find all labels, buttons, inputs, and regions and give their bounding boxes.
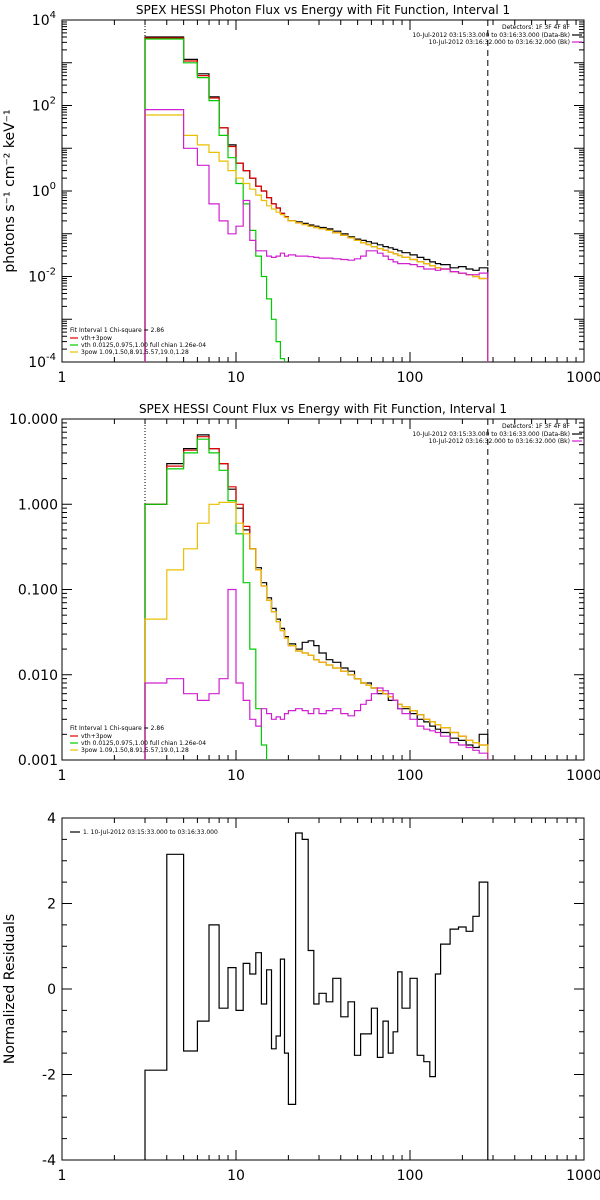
legend-entry: 10-Jul-2012 03:15:33.000 to 03:16:33.000… [412, 32, 570, 39]
legend-fit-header: Fit Interval 1 Chi-square = 2.86 [70, 725, 164, 732]
legend-bottom-left: Fit Interval 1 Chi-square = 2.86vth+3pow… [70, 327, 206, 356]
legend-fit-header: Fit Interval 1 Chi-square = 2.86 [70, 327, 164, 334]
y-tick-label: 4 [47, 811, 56, 827]
y-tick-label: 0.100 [18, 583, 58, 599]
legend-entry: 10-Jul-2012 03:16:32.000 to 03:16:32.000… [429, 438, 570, 445]
legend-entry: 10-Jul-2012 03:15:33.000 to 03:16:33.000… [412, 431, 570, 438]
series-bk [144, 109, 489, 362]
y-tick-label: 0 [47, 982, 56, 998]
y-tick-label: 10-4 [28, 352, 56, 371]
legend-entry: vth 0.0125,0.975,1.00 full chian 1.26e-0… [81, 740, 206, 747]
legend-entry: 3pow 1.09,1.50,8.91,5.57,19.0,1.28 [81, 349, 189, 356]
y-tick-label: 10.000 [9, 412, 58, 428]
chart-title: SPEX HESSI Count Flux vs Energy with Fit… [139, 402, 507, 416]
x-tick-label: 1000 [566, 370, 600, 386]
x-tick-label: 1000 [566, 1168, 600, 1184]
y-tick-label: -4 [42, 1153, 56, 1169]
x-tick-label: 10 [227, 768, 245, 784]
series-group [144, 832, 489, 1160]
normalized-residuals-plot: 1 10 100 1000 -4 -2 0 2 4 Normalized Residuals 1. … [2, 811, 600, 1184]
y-tick-label: 104 [32, 10, 56, 29]
legend-entry: 3pow 1.09,1.50,8.91,5.57,19.0,1.28 [81, 747, 189, 754]
legend-bottom-left: Fit Interval 1 Chi-square = 2.86vth+3pow… [70, 725, 206, 754]
y-tick-label: 100 [32, 181, 56, 200]
x-tick-label: 1 [58, 370, 67, 386]
series-group [144, 434, 489, 760]
y-axis-label: Normalized Residuals [2, 914, 18, 1064]
x-tick-label: 10 [227, 1168, 245, 1184]
count-flux-plot: SPEX HESSI Count Flux vs Energy with Fit… [9, 402, 600, 784]
legend-entry: 10-Jul-2012 03:16:32.000 to 03:16:32.000… [429, 39, 570, 46]
x-tick-label: 1 [58, 768, 67, 784]
x-tick-label: 100 [397, 768, 424, 784]
y-tick-label: -2 [42, 1068, 56, 1084]
series-group [144, 36, 489, 362]
series-3pow [144, 501, 489, 760]
series-residuals [144, 832, 489, 1160]
x-tick-label: 100 [397, 1168, 424, 1184]
x-tick-label: 1000 [566, 768, 600, 784]
x-tick-label: 1 [58, 1168, 67, 1184]
y-tick-label: 102 [32, 96, 56, 115]
legend-entry: vth 0.0125,0.975,1.00 full chian 1.26e-0… [81, 342, 206, 349]
photon-flux-plot: SPEX HESSI Photon Flux vs Energy with Fi… [2, 3, 600, 386]
legend-entry: 1. 10-Jul-2012 03:15:33.000 to 03:16:33.… [83, 829, 218, 836]
y-tick-label: 1.000 [18, 497, 58, 513]
series-data-bk [144, 434, 489, 760]
legend-detectors: Detectors: 1F 3F 4F 8F [502, 24, 571, 31]
y-tick-label: 10-2 [28, 267, 56, 286]
y-tick-label: 0.010 [18, 668, 58, 684]
y-tick-label: 0.001 [18, 753, 58, 769]
chart-title: SPEX HESSI Photon Flux vs Energy with Fi… [136, 3, 510, 17]
y-axis-label: photons s⁻¹ cm⁻² keV⁻¹ [2, 109, 18, 272]
legend-top-left: 1. 10-Jul-2012 03:15:33.000 to 03:16:33.… [70, 829, 218, 836]
legend-entry: vth+3pow [81, 335, 112, 342]
series-vth [144, 438, 268, 760]
x-tick-label: 10 [227, 370, 245, 386]
legend-detectors: Detectors: 1F 3F 4F 8F [502, 423, 571, 430]
legend-entry: vth+3pow [81, 733, 112, 740]
y-tick-label: 2 [47, 897, 56, 913]
series-3pow [144, 114, 489, 362]
series-bk [144, 588, 489, 760]
x-tick-label: 100 [397, 370, 424, 386]
